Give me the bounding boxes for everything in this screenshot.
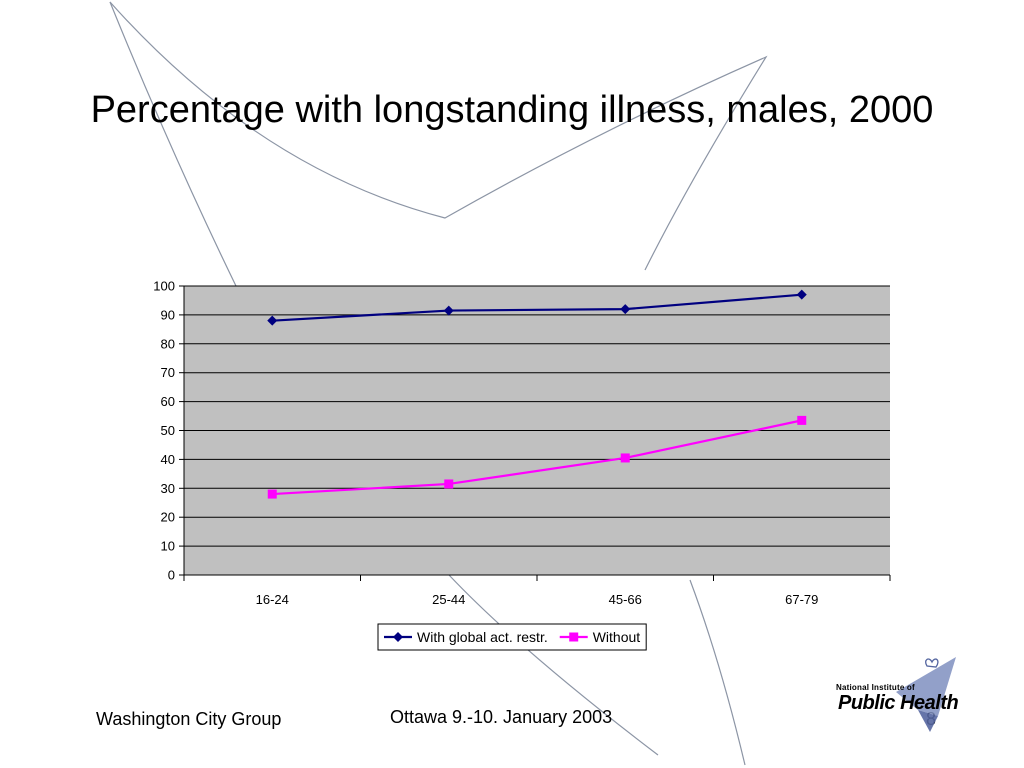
series-2 — [267, 415, 807, 499]
data-point — [620, 304, 631, 315]
y-tick-label: 30 — [161, 481, 175, 496]
y-tick-label: 80 — [161, 336, 175, 351]
footer-left-text: Washington City Group — [96, 709, 282, 729]
gridlines — [184, 285, 890, 547]
institute-logo: National Institute of Public Health — [834, 654, 964, 734]
data-point — [796, 289, 807, 300]
y-tick-label: 50 — [161, 423, 175, 438]
series-line — [272, 293, 802, 322]
data-point — [444, 479, 454, 489]
logo-big-text: Public Health — [838, 692, 959, 714]
y-tick-label: 90 — [161, 307, 175, 322]
x-tick-label: 67-79 — [785, 592, 818, 607]
x-tick-label: 16-24 — [256, 592, 289, 607]
data-point — [620, 453, 630, 463]
data-point — [797, 415, 807, 425]
data-point — [267, 489, 277, 499]
legend-marker — [393, 632, 403, 642]
logo-small-text: National Institute of — [836, 683, 915, 692]
y-tick-label: 10 — [161, 539, 175, 554]
data-point — [267, 315, 278, 326]
legend-label: With global act. restr. — [417, 629, 548, 645]
y-axis: 0 10 20 30 40 50 60 70 80 90 100 — [153, 279, 185, 583]
x-tick-label: 45-66 — [609, 592, 642, 607]
data-point — [443, 305, 454, 316]
y-tick-label: 40 — [161, 452, 175, 467]
y-tick-label: 0 — [168, 568, 175, 583]
legend-label: Without — [593, 629, 641, 645]
logo-star-icon — [896, 657, 956, 732]
x-tick-label: 25-44 — [432, 592, 465, 607]
series-layer — [267, 289, 807, 499]
y-tick-label: 60 — [161, 394, 175, 409]
y-tick-label: 70 — [161, 365, 175, 380]
series-line — [272, 419, 802, 496]
y-tick-label: 100 — [153, 279, 175, 294]
slide-title: Percentage with longstanding illness, ma… — [90, 89, 934, 131]
footer-center-text: Ottawa 9.-10. January 2003 — [390, 707, 613, 727]
series-1 — [267, 289, 807, 326]
legend-box — [377, 623, 647, 651]
x-axis: 16-24 25-44 45-66 67-79 — [183, 574, 891, 607]
y-tick-label: 20 — [161, 510, 175, 525]
legend-marker — [569, 632, 579, 642]
legend: With global act. restr. Without — [377, 623, 647, 651]
